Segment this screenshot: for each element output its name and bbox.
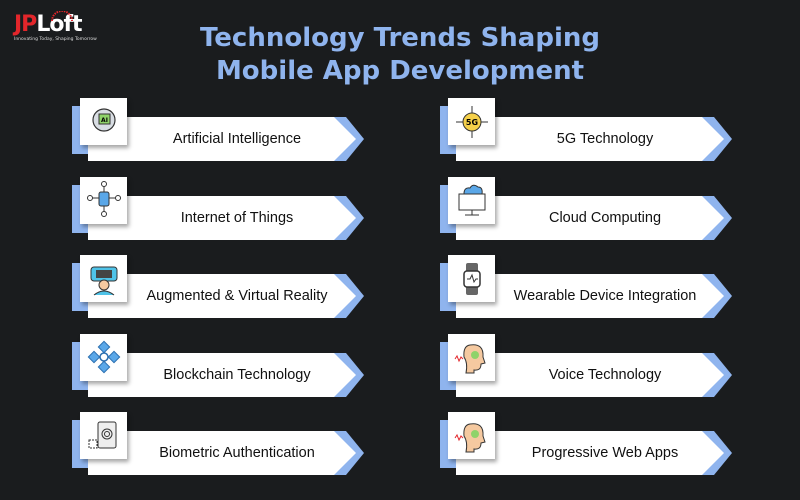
icon-box: AI [80,98,127,145]
5g-icon: 5G [455,105,488,138]
trend-item: Augmented & Virtual Reality [72,255,372,325]
trend-label: Artificial Intelligence [172,131,302,147]
voice-head-icon [454,344,486,374]
cloud-computer-icon [458,184,485,216]
title-line-2: Mobile App Development [215,56,585,86]
svg-text:5G: 5G [465,118,477,127]
smartwatch-icon [462,262,481,295]
icon-box [448,412,495,459]
arrow-banner [88,431,364,475]
trend-label: Blockchain Technology [163,366,311,383]
trend-label: Voice Technology [548,366,662,383]
icon-box [80,333,127,381]
vr-headset-icon [90,266,117,295]
logo: JPLoft Innovating Today, Shaping Tomorro… [14,11,97,42]
logo-jp: JP [14,12,37,37]
trend-item: Internet of Things [72,176,372,247]
icon-box [448,255,495,302]
iot-network-icon [86,181,121,217]
trend-label: Progressive Web Apps [531,445,679,461]
page-title: Technology Trends Shaping Mobile App Dev… [150,22,650,88]
logo-tagline: Innovating Today, Shaping Tomorrow [14,37,97,42]
arrow-banner [88,352,364,397]
trend-label: 5G Technology [556,131,654,147]
arrow-banner [456,117,732,161]
icon-box [448,176,495,224]
arrow-banner [88,195,364,240]
trend-item: Biometric Authentication [72,412,372,482]
arrow-banner [456,431,732,475]
svg-text:AI: AI [101,117,108,124]
icon-box: 5G [448,98,495,145]
arrow-banner [456,274,732,318]
trend-item: Cloud Computing [440,176,740,247]
icon-box [80,255,127,302]
trend-label: Wearable Device Integration [513,288,697,304]
trend-label: Augmented & Virtual Reality [146,288,328,304]
voice-head-icon [454,422,486,452]
trend-item: 5G Technology 5G [440,98,740,168]
trend-item: Progressive Web Apps [440,412,740,482]
title-line-1: Technology Trends Shaping [199,23,600,53]
ai-head-icon: AI [91,107,116,132]
arrow-banner [456,195,732,240]
arrow-banner [88,274,364,318]
icon-box [80,176,127,224]
trend-item: Artificial Intelligence AI [72,98,372,168]
blockchain-icon [87,340,120,374]
trend-item: Voice Technology [440,333,740,404]
logo-arc-icon [51,11,73,21]
trend-label: Internet of Things [180,209,294,226]
arrow-banner [88,117,364,161]
icon-box [448,333,495,381]
trend-label: Cloud Computing [548,209,662,226]
trend-item: Blockchain Technology [72,333,372,404]
icon-box [80,412,127,459]
fingerprint-icon [88,421,116,448]
arrow-banner [456,352,732,397]
trend-label: Biometric Authentication [159,445,315,461]
trend-item: Wearable Device Integration [440,255,740,325]
